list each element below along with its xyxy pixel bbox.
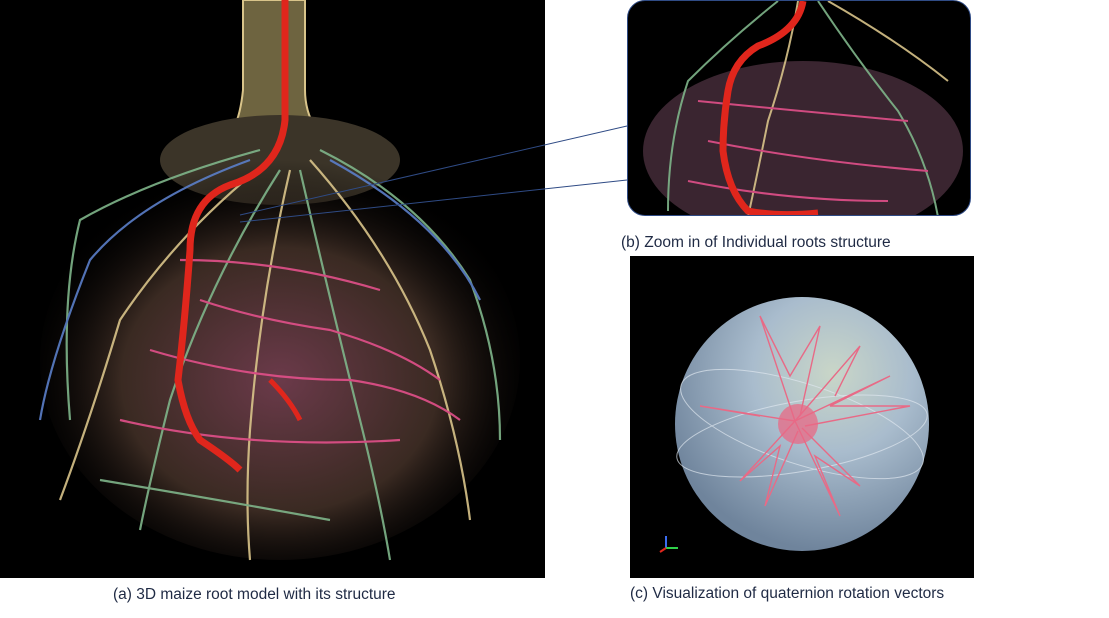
sphere-great-circles (676, 368, 928, 480)
caption-b: (b) Zoom in of Individual roots structur… (621, 234, 891, 251)
caption-a: (a) 3D maize root model with its structu… (113, 586, 396, 603)
caption-c: (c) Visualization of quaternion rotation… (630, 585, 945, 602)
zoom-in-image (627, 0, 971, 216)
branch-root-highlight (268, 378, 303, 422)
zoom-root-mass (643, 61, 963, 215)
zoom-roots (667, 1, 949, 215)
vector-cluster (778, 404, 818, 444)
axis-triad-icon (659, 536, 678, 553)
maize-root-model-image (0, 0, 545, 578)
rotation-vectors (699, 315, 911, 517)
quaternion-sphere-image (630, 256, 974, 578)
root-mass (40, 160, 520, 560)
zoom-in-graphic (643, 1, 963, 215)
zoom-main-root-highlight (719, 1, 819, 215)
quaternion-sphere-graphic (659, 297, 929, 553)
maize-root-model-graphic (38, 0, 520, 561)
lateral-roots (38, 148, 502, 561)
stalk (228, 0, 322, 136)
